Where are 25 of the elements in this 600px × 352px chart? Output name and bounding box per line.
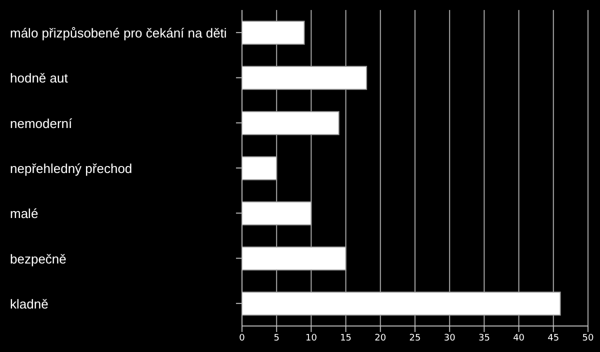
x-tick-label: 10 [305, 333, 318, 344]
x-tick-label: 30 [444, 333, 456, 344]
bar [242, 66, 368, 90]
x-tick-label: 40 [513, 333, 525, 344]
x-tick-label: 5 [274, 333, 280, 344]
bar [242, 111, 340, 136]
x-tick-label: 45 [548, 333, 560, 344]
y-tick-label: nepřehledný přechod [10, 161, 132, 176]
bar [242, 246, 346, 270]
x-tick-label: 20 [374, 333, 386, 344]
y-tick-label: málo přizpůsobené pro čekání na děti [10, 26, 227, 41]
x-tick-label: 50 [582, 333, 594, 344]
x-tick-label: 35 [478, 333, 490, 344]
y-tick-label: malé [10, 206, 38, 222]
bar [242, 292, 561, 316]
x-tick-label: 25 [409, 333, 421, 344]
bar [242, 201, 312, 226]
y-tick-label: bezpečně [10, 251, 66, 266]
y-tick-label: kladně [10, 296, 48, 312]
x-tick-label: 0 [239, 333, 246, 344]
y-tick-label: hodně aut [10, 70, 68, 86]
x-tick-label: 15 [340, 333, 352, 344]
bar [242, 20, 305, 45]
bar [242, 156, 278, 180]
y-tick-label: nemoderní [10, 116, 73, 131]
